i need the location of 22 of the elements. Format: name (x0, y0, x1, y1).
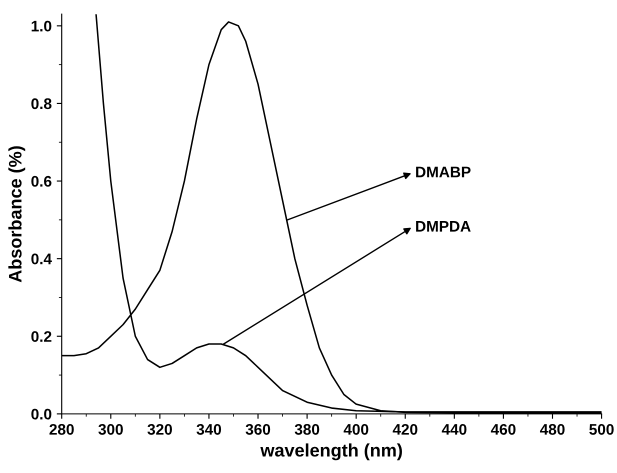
x-tick-label: 420 (392, 424, 418, 435)
y-axis-title: Absorbance (%) (8, 146, 26, 282)
x-tick-label: 500 (589, 424, 614, 435)
x-tick-label: 280 (49, 424, 74, 435)
x-tick-label: 440 (442, 424, 466, 435)
x-axis-title: wavelength (nm) (260, 443, 402, 460)
annotation: DMABP (416, 166, 471, 178)
x-tick-label: 460 (490, 424, 516, 435)
y-tick-label: 0.0 (31, 408, 52, 420)
x-tick-label: 480 (540, 424, 565, 435)
x-tick-label: 320 (147, 424, 172, 435)
y-tick-label: 0.6 (31, 176, 52, 187)
y-tick-label: 0.4 (31, 254, 52, 264)
x-tick-label: 300 (98, 424, 123, 435)
y-tick-label: 0.2 (31, 331, 52, 342)
x-tick-label: 400 (344, 424, 368, 435)
y-tick-label: 0.8 (31, 98, 52, 110)
x-tick-label: 360 (246, 424, 270, 435)
y-tick-label: 1.0 (32, 20, 52, 32)
x-tick-label: 380 (294, 424, 320, 435)
x-tick-label: 340 (196, 424, 222, 435)
annotation: DMPDA (416, 221, 471, 232)
